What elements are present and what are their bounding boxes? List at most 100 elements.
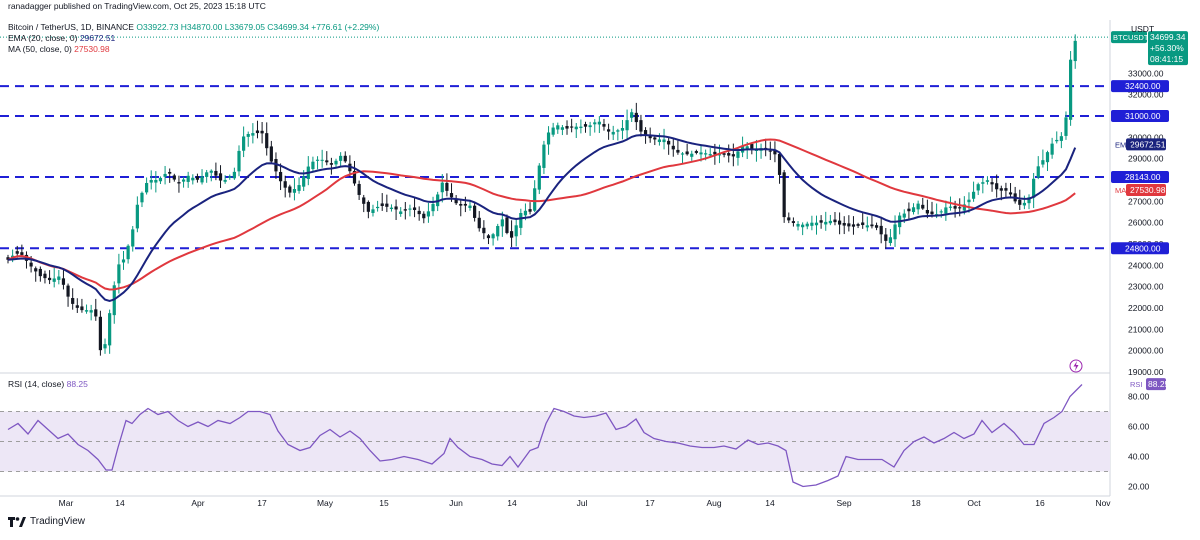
candle-body <box>667 141 670 145</box>
price-tick-label: 33000.00 <box>1128 68 1164 78</box>
candle-body <box>769 151 772 152</box>
candle-body <box>589 125 592 127</box>
candle-body <box>727 153 730 156</box>
legend-ma-row[interactable]: MA (50, close, 0) 27530.98 <box>8 44 110 55</box>
rsi-legend-row[interactable]: RSI (14, close) 88.25 <box>8 379 88 390</box>
candle-body <box>893 224 896 239</box>
candle-body <box>140 193 143 202</box>
candle-body <box>856 224 859 226</box>
candle-body <box>584 124 587 127</box>
candle-body <box>630 112 633 118</box>
level-tag[interactable]: 31000.00 <box>1111 110 1169 122</box>
candle-body <box>311 162 314 169</box>
candle-body <box>1009 192 1012 194</box>
rsi-tag-label: RSI <box>1130 380 1143 389</box>
legend-ema-row[interactable]: EMA (20, close, 0) 29672.51 <box>8 33 115 44</box>
candle-body <box>48 278 51 280</box>
candle-body <box>1000 188 1003 190</box>
candle-body <box>1018 200 1021 205</box>
candle-body <box>783 172 786 217</box>
candle-body <box>196 176 199 180</box>
candle-body <box>173 175 176 179</box>
candle-body <box>907 209 910 212</box>
time-tick-label: 16 <box>1035 498 1045 508</box>
candle-body <box>977 184 980 190</box>
candle-body <box>325 160 328 162</box>
candle-body <box>90 310 93 312</box>
candle-body <box>990 182 993 184</box>
candle-body <box>371 209 374 213</box>
candle-body <box>903 214 906 218</box>
legend-ema-value: 29672.51 <box>80 33 115 43</box>
candle-body <box>71 298 74 304</box>
candle-body <box>639 120 642 131</box>
candle-body <box>316 160 319 161</box>
candle-body <box>288 186 291 192</box>
candle-body <box>732 154 735 156</box>
time-tick-label: Jun <box>449 498 463 508</box>
time-tick-label: 18 <box>911 498 921 508</box>
time-tick-label: Jul <box>577 498 588 508</box>
candle-body <box>431 204 434 211</box>
level-tag[interactable]: 32400.00 <box>1111 80 1169 92</box>
ma-tag-label: MA <box>1115 186 1126 195</box>
candle-body <box>778 154 781 175</box>
level-tag[interactable]: 28143.00 <box>1111 171 1169 183</box>
candle-body <box>464 204 467 206</box>
candle-body <box>519 213 522 228</box>
candle-body <box>20 252 23 255</box>
candle-body <box>445 183 448 191</box>
candle-body <box>233 172 236 178</box>
candle-body <box>709 154 712 155</box>
candle-body <box>870 225 873 227</box>
candle-body <box>376 207 379 208</box>
price-tick-label: 22000.00 <box>1128 303 1164 313</box>
legend-ma-label: MA (50, close, 0) <box>8 44 72 54</box>
candle-body <box>399 211 402 214</box>
candle-body <box>676 150 679 153</box>
candle-body <box>487 235 490 238</box>
legend-symbol[interactable]: Bitcoin / TetherUS, 1D, BINANCE <box>8 22 134 32</box>
candle-body <box>954 206 957 209</box>
candle-body <box>478 218 481 228</box>
candle-body <box>334 161 337 165</box>
candle-body <box>1041 160 1044 164</box>
candle-body <box>473 206 476 218</box>
candle-body <box>381 203 384 206</box>
candle-body <box>967 200 970 202</box>
lightning-icon[interactable] <box>1070 360 1082 372</box>
tradingview-logo-text: TradingView <box>30 516 85 527</box>
candle-body <box>662 140 665 143</box>
price-tick-label: 21000.00 <box>1128 324 1164 334</box>
candle-body <box>958 207 961 208</box>
time-tick-label: May <box>317 498 334 508</box>
candle-body <box>205 172 208 177</box>
candle-body <box>154 180 157 183</box>
time-tick-label: Aug <box>706 498 721 508</box>
candle-body <box>690 154 693 157</box>
candle-body <box>108 313 111 345</box>
legend-ohlc: O33922.73 H34870.00 L33679.05 C34699.34 … <box>136 22 379 32</box>
candle-body <box>829 221 832 223</box>
candle-body <box>66 286 69 297</box>
time-tick-label: 17 <box>257 498 267 508</box>
level-tag[interactable]: 24800.00 <box>1111 242 1169 254</box>
candle-body <box>556 125 559 129</box>
candle-body <box>695 151 698 153</box>
candle-body <box>847 223 850 226</box>
rsi-tick-label: 80.00 <box>1128 392 1150 402</box>
time-tick-label: Mar <box>59 498 74 508</box>
candle-body <box>182 180 185 182</box>
candle-body <box>468 206 471 208</box>
candle-body <box>214 171 217 176</box>
tradingview-logo[interactable]: TradingView <box>8 516 85 527</box>
candle-body <box>598 122 601 125</box>
candle-body <box>261 131 264 134</box>
candle-body <box>30 263 33 267</box>
candle-body <box>16 251 19 254</box>
candle-body <box>404 209 407 210</box>
candle-body <box>806 224 809 227</box>
